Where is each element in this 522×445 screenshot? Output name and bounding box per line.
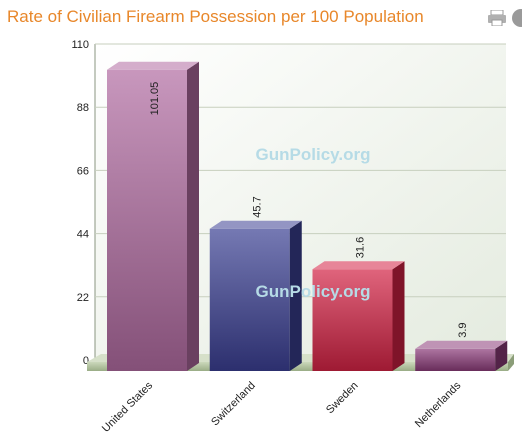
data-label: 31.6 <box>355 237 367 258</box>
bar-front <box>415 348 496 371</box>
bar-side <box>289 220 302 371</box>
bar-top <box>312 261 405 270</box>
x-tick-label: Switzerland <box>209 380 258 429</box>
watermark: GunPolicy.org <box>256 145 371 164</box>
data-label: 101.05 <box>149 82 161 116</box>
x-tick-label: Sweden <box>324 380 361 417</box>
data-label: 3.9 <box>457 322 469 337</box>
bar-front <box>312 269 393 371</box>
bar[interactable] <box>415 340 508 371</box>
y-tick-label: 66 <box>77 165 89 177</box>
floor-front <box>87 362 508 371</box>
x-tick-label: Netherlands <box>413 379 464 430</box>
bar-front <box>107 69 187 371</box>
y-tick-label: 110 <box>71 39 89 51</box>
bar[interactable] <box>312 261 405 371</box>
y-tick-label: 44 <box>77 229 89 241</box>
printer-icon[interactable] <box>487 10 507 26</box>
bar-side <box>495 340 508 371</box>
floor-side <box>508 354 514 371</box>
bar-side <box>392 261 405 371</box>
bar[interactable] <box>107 61 199 372</box>
bar-front <box>209 228 290 371</box>
bar-side <box>187 61 199 372</box>
chart-title: Rate of Civilian Firearm Possession per … <box>7 7 424 26</box>
bar-top <box>209 220 302 229</box>
bar-top <box>415 340 508 349</box>
y-tick-label: 0 <box>83 355 89 367</box>
bar-top <box>107 61 199 70</box>
bar[interactable] <box>209 220 302 371</box>
circle-icon[interactable] <box>512 9 522 27</box>
data-label: 45.7 <box>252 196 264 217</box>
x-tick-label: United States <box>100 379 156 435</box>
y-tick-label: 22 <box>77 292 89 304</box>
y-tick-label: 88 <box>77 102 89 114</box>
watermark: GunPolicy.org <box>256 282 371 301</box>
